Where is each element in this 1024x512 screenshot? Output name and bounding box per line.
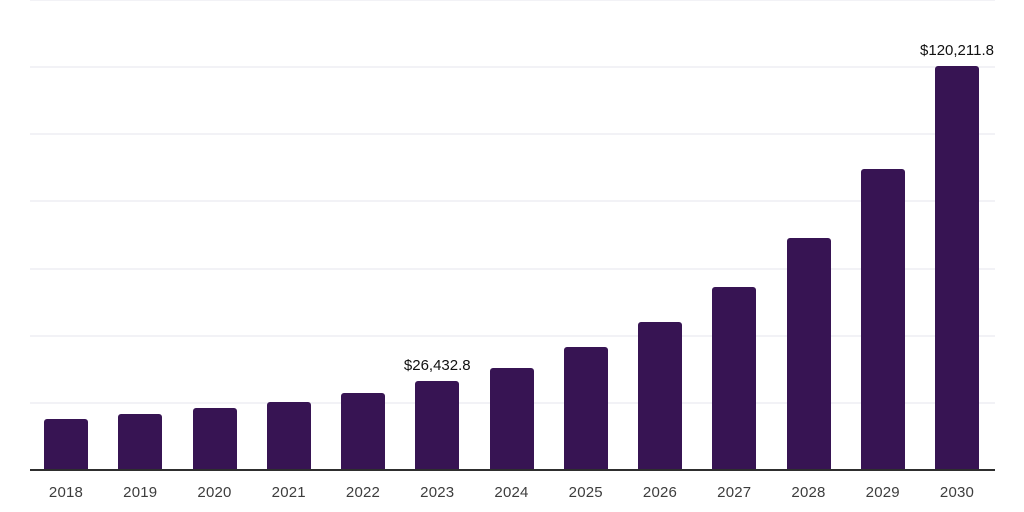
bar-2023[interactable] xyxy=(415,381,460,470)
bar-2025[interactable] xyxy=(563,347,608,470)
bar-2026[interactable] xyxy=(638,322,682,470)
gridline xyxy=(30,66,995,69)
x-tick-label-2020: 2020 xyxy=(197,484,232,501)
x-tick-label-2028: 2028 xyxy=(791,484,826,501)
x-tick-label-2027: 2027 xyxy=(717,484,752,501)
x-tick-label-2018: 2018 xyxy=(48,484,84,501)
x-tick-label-2019: 2019 xyxy=(123,484,158,501)
gridline xyxy=(30,334,995,337)
plot-area: $26,432.8 $120,211.8 xyxy=(30,0,995,471)
bar-2029[interactable] xyxy=(860,169,905,470)
bar-2021[interactable] xyxy=(266,401,311,470)
x-tick-label-2024: 2024 xyxy=(494,484,529,501)
x-tick-label-2023: 2023 xyxy=(420,484,455,501)
bar-2024[interactable] xyxy=(489,367,534,470)
x-tick-label-2026: 2026 xyxy=(642,484,678,501)
data-label-2023: $26,432.8 xyxy=(403,357,471,375)
x-tick-label-2030: 2030 xyxy=(939,484,975,501)
bar-2020[interactable] xyxy=(192,407,237,470)
bar-2019[interactable] xyxy=(118,413,163,470)
gridline xyxy=(30,0,995,1)
gridline xyxy=(30,200,995,203)
x-axis-line xyxy=(30,469,995,471)
bar-2030[interactable] xyxy=(935,66,979,470)
bar-2027[interactable] xyxy=(712,287,757,470)
data-label-2030: $120,211.8 xyxy=(920,42,994,60)
bar-2018[interactable] xyxy=(44,418,88,470)
bar-2022[interactable] xyxy=(341,393,385,470)
x-tick-label-2022: 2022 xyxy=(345,484,381,501)
x-tick-label-2021: 2021 xyxy=(271,484,306,501)
bar-2028[interactable] xyxy=(786,237,831,470)
x-tick-label-2029: 2029 xyxy=(865,484,900,501)
gridline xyxy=(30,267,995,270)
x-tick-label-2025: 2025 xyxy=(568,484,603,501)
gridline xyxy=(30,133,995,136)
